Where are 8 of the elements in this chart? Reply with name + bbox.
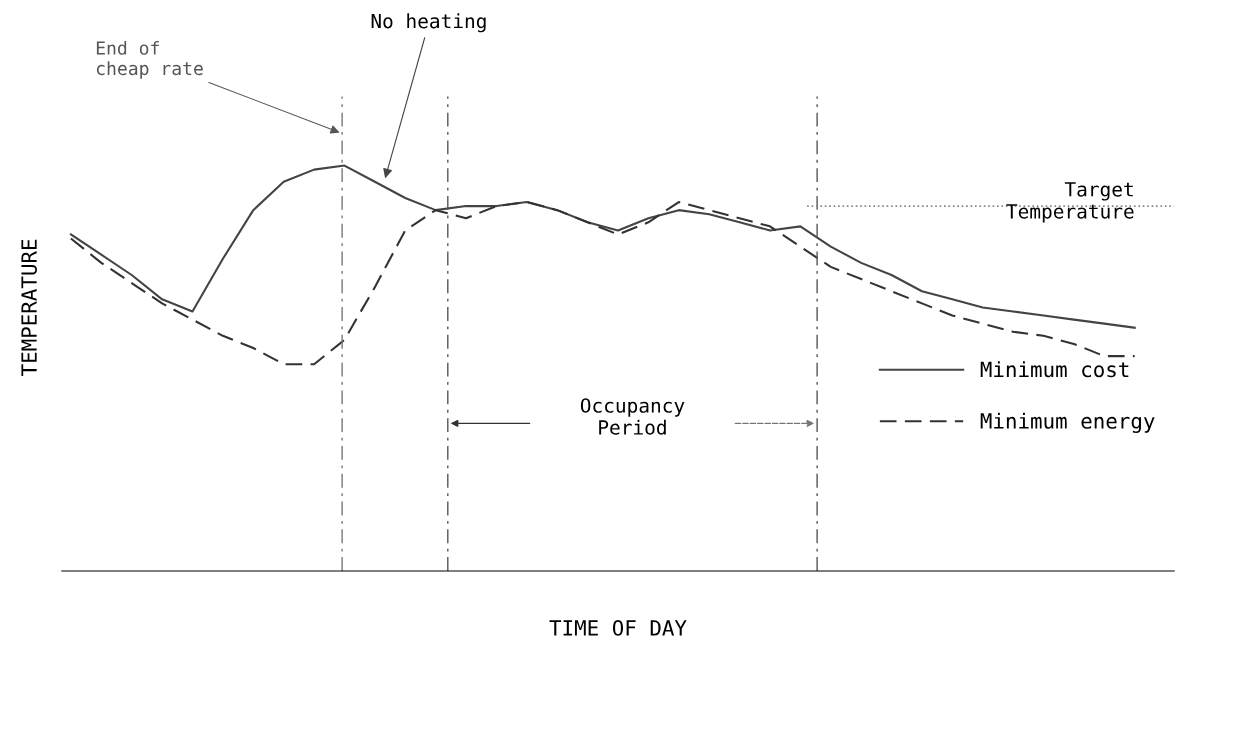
text: End of cheap rate bbox=[96, 40, 203, 79]
text: No heating bbox=[371, 13, 486, 33]
y-axis-title: TEMPERATURE bbox=[21, 239, 37, 376]
annotation: Occupancy Period bbox=[580, 398, 685, 435]
legend-label: Minimum cost bbox=[980, 361, 1129, 378]
ref-line-label: Target Temperature bbox=[1006, 182, 1134, 223]
legend-label: Minimum energy bbox=[980, 412, 1155, 434]
x-axis-title: TIME OF DAY bbox=[549, 620, 687, 636]
